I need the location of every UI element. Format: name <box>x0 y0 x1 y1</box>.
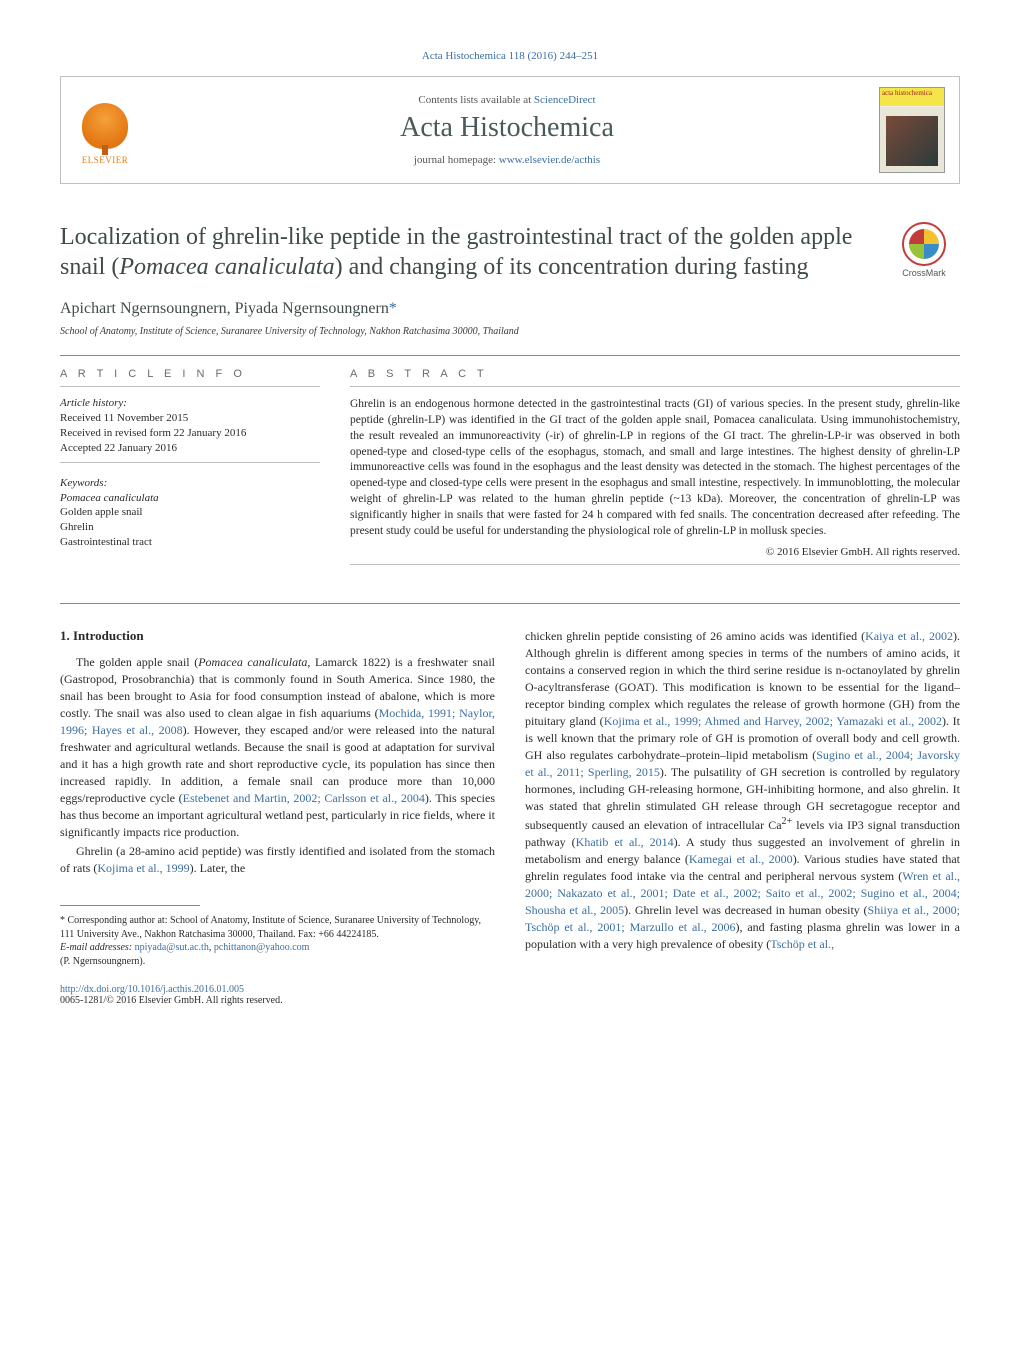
email-1[interactable]: npiyada@sut.ac.th <box>135 942 209 953</box>
r1-sup: 2+ <box>782 816 793 827</box>
cite-kojima2[interactable]: Kojima et al., 1999; Ahmed and Harvey, 2… <box>604 714 942 728</box>
elsevier-logo: ELSEVIER <box>75 95 135 165</box>
crossmark-pie-icon <box>909 229 939 259</box>
issn-line: 0065-1281/© 2016 Elsevier GmbH. All righ… <box>60 995 495 1006</box>
para-2: Ghrelin (a 28-amino acid peptide) was fi… <box>60 843 495 877</box>
kw-1: Pomacea canaliculata <box>60 492 159 504</box>
kw-2: Golden apple snail <box>60 505 320 520</box>
journal-homepage: journal homepage: www.elsevier.de/acthis <box>135 154 879 166</box>
crossmark-label: CrossMark <box>888 268 960 278</box>
elsevier-tree-icon <box>82 103 128 149</box>
p2b: ). Later, the <box>190 861 246 875</box>
homepage-prefix: journal homepage: <box>414 154 499 166</box>
doi-link[interactable]: http://dx.doi.org/10.1016/j.acthis.2016.… <box>60 984 244 995</box>
intro-heading: 1. Introduction <box>60 628 495 644</box>
journal-header: ELSEVIER Contents lists available at Sci… <box>60 76 960 184</box>
history-label: Article history: <box>60 397 320 409</box>
cite-tschop[interactable]: Tschöp et al., <box>770 937 834 951</box>
keywords-label: Keywords: <box>60 477 320 489</box>
abstract-text: Ghrelin is an endogenous hormone detecte… <box>350 397 960 540</box>
thin-divider <box>350 386 960 387</box>
abstract-heading: A B S T R A C T <box>350 368 960 380</box>
cover-image-placeholder <box>886 116 938 166</box>
cite-khatib[interactable]: Khatib et al., 2014 <box>576 835 674 849</box>
abstract-copyright: © 2016 Elsevier GmbH. All rights reserve… <box>350 546 960 558</box>
publisher-name: ELSEVIER <box>82 155 129 165</box>
thin-divider <box>60 462 320 463</box>
email-2[interactable]: pchittanon@yahoo.com <box>214 942 310 953</box>
p1a: The golden apple snail ( <box>76 655 198 669</box>
left-column: 1. Introduction The golden apple snail (… <box>60 628 495 1006</box>
footnote-text: Corresponding author at: School of Anato… <box>60 915 481 940</box>
footnote-divider <box>60 905 200 906</box>
article-info-heading: A R T I C L E I N F O <box>60 368 320 380</box>
thin-divider <box>350 564 960 565</box>
email-label: E-mail addresses: <box>60 942 135 953</box>
cite-kamegai[interactable]: Kamegai et al., 2000 <box>689 852 793 866</box>
article-info-col: A R T I C L E I N F O Article history: R… <box>60 368 320 575</box>
title-post: ) and changing of its concentration duri… <box>335 254 809 280</box>
journal-name: Acta Histochemica <box>135 112 879 144</box>
abstract-col: A B S T R A C T Ghrelin is an endogenous… <box>350 368 960 575</box>
cite-kaiya[interactable]: Kaiya et al., 2002 <box>865 629 953 643</box>
kw-4: Gastrointestinal tract <box>60 535 320 550</box>
history-received: Received 11 November 2015 <box>60 411 320 426</box>
author-2: Piyada Ngernsoungnern <box>235 300 389 317</box>
sciencedirect-link[interactable]: ScienceDirect <box>534 94 596 106</box>
history-revised: Received in revised form 22 January 2016 <box>60 426 320 441</box>
author-1: Apichart Ngernsoungnern <box>60 300 227 317</box>
divider <box>60 355 960 356</box>
cite-estebenet[interactable]: Estebenet and Martin, 2002; Carlsson et … <box>183 791 425 805</box>
contents-line: Contents lists available at ScienceDirec… <box>135 94 879 106</box>
kw-3: Ghrelin <box>60 520 320 535</box>
para-1: The golden apple snail (Pomacea canalicu… <box>60 654 495 841</box>
r1h: ). Ghrelin level was decreased in human … <box>624 903 867 917</box>
affiliation: School of Anatomy, Institute of Science,… <box>60 326 960 337</box>
contents-prefix: Contents lists available at <box>418 94 533 106</box>
cite-kojima[interactable]: Kojima et al., 1999 <box>97 861 189 875</box>
corresponding-footnote: * Corresponding author at: School of Ana… <box>60 914 495 941</box>
article-title: Localization of ghrelin-like peptide in … <box>60 222 960 282</box>
cover-bar: acta histochemica <box>880 88 944 106</box>
email-tail: (P. Ngernsoungnern). <box>60 956 145 967</box>
p1-species: Pomacea canaliculata <box>198 655 307 669</box>
divider <box>60 603 960 604</box>
title-block: CrossMark Localization of ghrelin-like p… <box>60 222 960 282</box>
history-accepted: Accepted 22 January 2016 <box>60 441 320 456</box>
author-list: Apichart Ngernsoungnern, Piyada Ngernsou… <box>60 300 960 318</box>
doi-block: http://dx.doi.org/10.1016/j.acthis.2016.… <box>60 984 495 1006</box>
r1a: chicken ghrelin peptide consisting of 26… <box>525 629 865 643</box>
corresponding-symbol: * <box>389 300 397 317</box>
crossmark-widget[interactable]: CrossMark <box>888 222 960 278</box>
body-columns: 1. Introduction The golden apple snail (… <box>60 628 960 1006</box>
crossmark-icon <box>902 222 946 266</box>
email-footnote: E-mail addresses: npiyada@sut.ac.th, pch… <box>60 941 495 968</box>
homepage-link[interactable]: www.elsevier.de/acthis <box>499 154 600 166</box>
thin-divider <box>60 386 320 387</box>
title-species: Pomacea canaliculata <box>119 254 334 280</box>
right-column: chicken ghrelin peptide consisting of 26… <box>525 628 960 1006</box>
running-head: Acta Histochemica 118 (2016) 244–251 <box>60 50 960 62</box>
journal-cover-thumb: acta histochemica <box>879 87 945 173</box>
para-r1: chicken ghrelin peptide consisting of 26… <box>525 628 960 954</box>
